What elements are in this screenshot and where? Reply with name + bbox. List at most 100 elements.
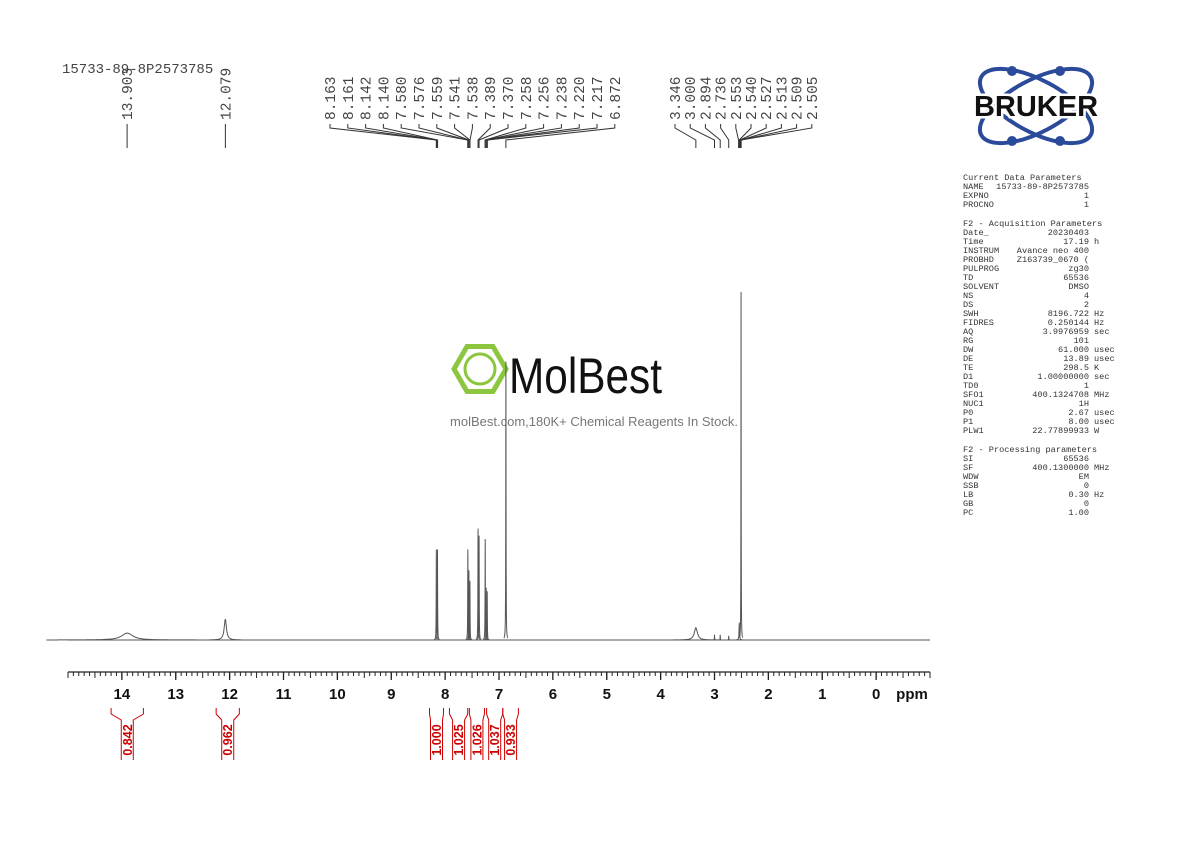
watermark: MolBest molBest.com,180K+ Chemical Reage… (450, 344, 738, 429)
param-value: 3.9976959 (1043, 327, 1089, 337)
param-value: 4 (1084, 291, 1089, 301)
integral-label: 0.933 (504, 724, 518, 755)
param-value: 1 (1084, 381, 1089, 391)
integral-bracket (448, 708, 469, 760)
integral-label: 1.025 (452, 724, 466, 755)
x-tick-label: 12 (221, 686, 238, 703)
param-value: 101 (1074, 336, 1089, 346)
logo-text: BRUKER (974, 91, 1098, 123)
param-value: 1.00000000 (1037, 372, 1089, 382)
param-value: 65536 (1063, 273, 1089, 283)
peak (718, 634, 722, 641)
peak-label: 3.346 (669, 76, 685, 120)
peak (712, 634, 717, 641)
peak (476, 535, 482, 640)
param-unit: MHz (1094, 463, 1109, 473)
peak (727, 635, 731, 641)
peak (485, 591, 490, 641)
param-value: 61.000 (1058, 345, 1089, 355)
peak-label-connector (689, 124, 715, 148)
param-unit: usec (1094, 345, 1115, 355)
integral-label: 1.000 (430, 724, 444, 755)
param-unit: K (1094, 363, 1100, 373)
param-name: SSB (963, 481, 978, 491)
param-value: 0.250144 (1048, 318, 1089, 328)
param-name: Date_ (963, 228, 990, 238)
peak (466, 570, 472, 640)
param-value: 15733-89-8P2573785 (996, 182, 1089, 192)
param-name: P0 (963, 408, 973, 418)
param-value: 400.1324708 (1032, 390, 1089, 400)
param-value: 8196.722 (1048, 309, 1089, 319)
param-value: 20230403 (1048, 228, 1089, 238)
watermark-tagline: molBest.com,180K+ Chemical Reagents In S… (450, 414, 738, 429)
peak (475, 528, 481, 640)
param-name: Time (963, 237, 984, 247)
param-value: zg30 (1068, 264, 1089, 274)
peak-label-connector (478, 124, 509, 148)
integral-bracket (215, 708, 240, 760)
integral-label: 0.842 (121, 724, 135, 755)
peak-label: 8.142 (360, 76, 376, 120)
param-unit: sec (1094, 327, 1109, 337)
peak-label-connector (347, 124, 437, 148)
x-tick-label: 7 (495, 686, 503, 703)
param-section-title: Current Data Parameters (963, 173, 1082, 183)
peak-label: 7.576 (413, 76, 429, 120)
param-name: PROBHD (963, 255, 994, 265)
peak (209, 619, 242, 641)
integral-label: 1.026 (470, 724, 484, 755)
param-unit: MHz (1094, 390, 1109, 400)
peak-label: 7.389 (484, 76, 500, 120)
peak (673, 626, 719, 641)
peak (484, 587, 489, 641)
peak-label: 2.527 (760, 76, 776, 120)
peak-label-connector (486, 124, 580, 148)
peak-label-connector (485, 124, 562, 148)
param-name: NAME (963, 182, 984, 192)
param-name: SOLVENT (963, 282, 999, 292)
param-name: RG (963, 336, 973, 346)
x-tick-label: 6 (549, 686, 557, 703)
peak-label: 2.894 (699, 76, 715, 120)
peak-label-connector (418, 124, 469, 148)
param-value: DMSO (1068, 282, 1089, 292)
peak-label-connector (739, 124, 767, 148)
param-name: AQ (963, 327, 973, 337)
param-value: 13.89 (1063, 354, 1089, 364)
param-name: NUC1 (963, 399, 984, 409)
param-value: 298.5 (1063, 363, 1089, 373)
peak-label-connector (469, 124, 473, 148)
param-name: PULPROG (963, 264, 999, 274)
x-tick-label: 13 (167, 686, 184, 703)
integral-bracket (429, 708, 445, 760)
peak (503, 361, 509, 639)
integral-bracket (502, 708, 519, 760)
param-name: TD (963, 273, 973, 283)
param-name: SFO1 (963, 390, 984, 400)
param-value: Z163739_0670 ( (1017, 255, 1089, 265)
peak-label-connector (720, 124, 730, 148)
peak-label: 7.559 (431, 76, 447, 120)
param-value: Avance neo 400 (1017, 246, 1089, 256)
x-tick-label: 0 (872, 686, 880, 703)
bruker-logo: BRUKER (971, 66, 1101, 146)
peak-label-connector (704, 124, 721, 148)
param-name: SWH (963, 309, 978, 319)
x-tick-label: 5 (603, 686, 611, 703)
x-tick-label: 3 (710, 686, 718, 703)
peak (467, 580, 473, 641)
param-name: FIDRES (963, 318, 994, 328)
peak-label-connector (505, 124, 616, 148)
param-value: 2 (1084, 300, 1089, 310)
param-value: 1 (1084, 191, 1089, 201)
x-tick-label: 11 (276, 686, 292, 703)
param-name: EXPNO (963, 191, 989, 201)
peak-label: 6.872 (609, 76, 625, 120)
peak-label: 7.256 (538, 76, 554, 120)
watermark-brand: MolBest (509, 348, 662, 404)
x-tick-label: 4 (656, 686, 665, 703)
peak (434, 549, 439, 640)
